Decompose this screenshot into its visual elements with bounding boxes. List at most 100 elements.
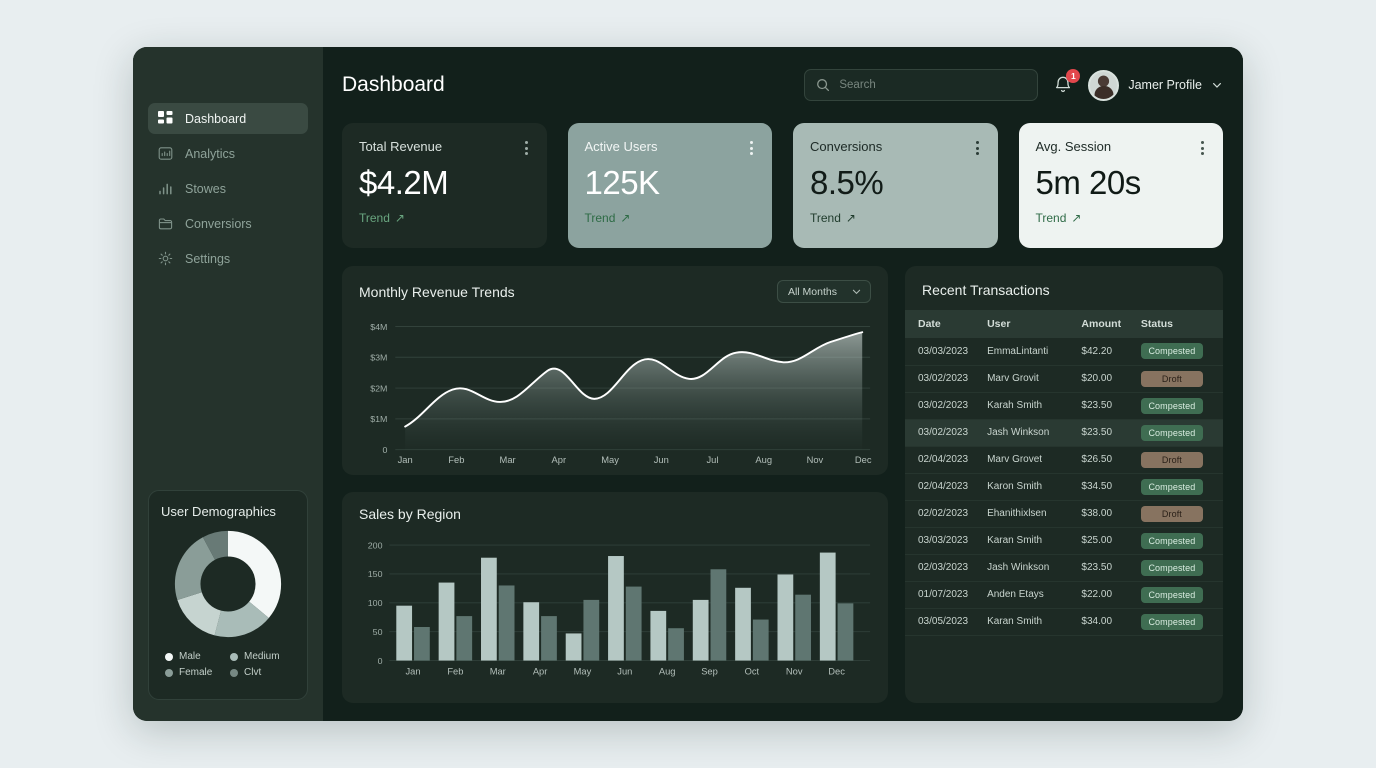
top-bar: Dashboard 1 Jamer Profile xyxy=(342,47,1223,123)
cell-amount: $34.00 xyxy=(1081,608,1141,636)
svg-text:Jun: Jun xyxy=(654,455,669,465)
grid-icon xyxy=(158,111,173,126)
revenue-area-chart: $4M $3M $2M $1M 0 xyxy=(370,322,872,465)
search-input[interactable] xyxy=(839,79,1027,91)
trend-up-icon: ↗ xyxy=(394,211,405,225)
status-badge: Compested xyxy=(1140,532,1203,549)
column-header-amount[interactable]: Amount xyxy=(1081,310,1141,338)
stat-card-total-revenue[interactable]: Total Revenue $4.2M Trend ↗ xyxy=(342,123,547,248)
table-row[interactable]: 03/02/2023 Marv Grovit $20.00 Droft xyxy=(905,365,1223,393)
folder-icon xyxy=(158,216,173,231)
more-options-icon[interactable] xyxy=(748,139,755,157)
stat-label: Total Revenue xyxy=(359,139,443,154)
more-options-icon[interactable] xyxy=(523,139,530,157)
stat-label: Avg. Session xyxy=(1035,139,1112,154)
svg-text:Aug: Aug xyxy=(659,667,676,677)
table-row[interactable]: 03/02/2023 Karah Smith $23.50 Compested xyxy=(905,392,1223,420)
table-row[interactable]: 03/03/2023 EmmaLintanti $42.20 Compested xyxy=(905,338,1223,366)
sidebar-item-label: Analytics xyxy=(185,146,236,161)
donut-chart xyxy=(161,525,295,643)
table-row[interactable]: 03/05/2023 Karan Smith $34.00 Compested xyxy=(905,608,1223,636)
cell-date: 02/04/2023 xyxy=(905,446,988,474)
cell-user: Karon Smith xyxy=(987,473,1082,501)
sidebar-item-conversiors[interactable]: Conversiors xyxy=(148,208,308,239)
cell-amount: $22.00 xyxy=(1081,581,1141,609)
revenue-area-fill xyxy=(405,332,863,450)
table-row[interactable]: 03/02/2023 Jash Winkson $23.50 Compested xyxy=(905,419,1223,447)
months-filter-select[interactable]: All Months xyxy=(776,280,871,303)
svg-text:$4M: $4M xyxy=(370,322,387,332)
stat-trend: Trend ↗ xyxy=(585,211,756,225)
stat-value: 125K xyxy=(584,164,661,201)
notification-badge: 1 xyxy=(1066,69,1081,83)
table-row[interactable]: 03/03/2023 Karan Smith $25.00 Compested xyxy=(905,527,1223,555)
cell-date: 03/03/2023 xyxy=(905,527,988,555)
cell-date: 02/03/2023 xyxy=(905,554,988,582)
sidebar-item-label: Settings xyxy=(185,251,231,266)
column-header-date[interactable]: Date xyxy=(905,310,988,338)
legend-swatch-male xyxy=(165,652,173,661)
status-badge: Compested xyxy=(1140,424,1203,441)
svg-text:$1M: $1M xyxy=(370,414,387,424)
profile-menu[interactable]: Jamer Profile xyxy=(1088,69,1223,101)
main-content: Dashboard 1 Jamer Profile xyxy=(323,47,1243,721)
cell-status: Droft xyxy=(1140,500,1223,528)
cell-status: Compested xyxy=(1140,392,1223,420)
stat-card-active-users[interactable]: Active Users 125K Trend ↗ xyxy=(567,123,772,248)
svg-text:Oct: Oct xyxy=(745,667,760,677)
table-row[interactable]: 01/07/2023 Anden Etays $22.00 Compested xyxy=(905,581,1223,609)
svg-text:$2M: $2M xyxy=(370,384,387,394)
notifications-button[interactable]: 1 xyxy=(1052,69,1081,96)
svg-text:100: 100 xyxy=(368,598,383,608)
demographics-title: User Demographics xyxy=(161,504,276,519)
stat-card-avg-session[interactable]: Avg. Session 5m 20s Trend ↗ xyxy=(1018,123,1223,248)
stat-label: Conversions xyxy=(810,139,883,154)
donut-chart-svg xyxy=(174,530,282,638)
cell-user: Marv Grovit xyxy=(987,365,1082,393)
sidebar-item-dashboard[interactable]: Dashboard xyxy=(148,103,308,134)
cell-user: Jash Winkson xyxy=(987,419,1082,447)
cell-user: EmmaLintanti xyxy=(987,338,1082,366)
sidebar: Dashboard Analytics Stowes Conversiors xyxy=(133,47,323,721)
sidebar-item-label: Stowes xyxy=(185,181,226,196)
cell-status: Compested xyxy=(1140,473,1223,501)
legend-item: Clvt xyxy=(230,667,291,678)
search-box[interactable] xyxy=(804,69,1039,101)
sales-bar-chart: 200 150 100 50 0 xyxy=(368,541,871,677)
charts-column: Monthly Revenue Trends All Months xyxy=(342,266,888,703)
stat-trend: Trend ↗ xyxy=(810,211,981,225)
sidebar-item-analytics[interactable]: Analytics xyxy=(148,138,308,169)
stat-cards-row: Total Revenue $4.2M Trend ↗ Active Users… xyxy=(342,123,1223,248)
months-filter-value: All Months xyxy=(787,285,837,298)
stat-value: $4.2M xyxy=(359,164,449,201)
sidebar-item-settings[interactable]: Settings xyxy=(148,243,308,274)
svg-text:Nov: Nov xyxy=(786,667,803,677)
stat-card-conversions[interactable]: Conversions 8.5% Trend ↗ xyxy=(793,123,998,248)
table-row[interactable]: 02/04/2023 Marv Grovet $26.50 Droft xyxy=(905,446,1223,474)
table-row[interactable]: 02/02/2023 Ehanithixlsen $38.00 Droft xyxy=(905,500,1223,528)
more-options-icon[interactable] xyxy=(1199,139,1206,157)
revenue-trends-panel: Monthly Revenue Trends All Months xyxy=(342,266,888,475)
sidebar-item-stowes[interactable]: Stowes xyxy=(148,173,308,204)
status-badge: Compested xyxy=(1140,397,1203,414)
trend-label: Trend xyxy=(810,211,841,225)
svg-text:Dec: Dec xyxy=(828,667,845,677)
legend-swatch-clvt xyxy=(230,668,238,677)
chart-box-icon xyxy=(158,146,173,161)
svg-text:Sep: Sep xyxy=(701,667,718,677)
svg-text:Nov: Nov xyxy=(807,455,824,465)
cell-status: Compested xyxy=(1140,554,1223,582)
svg-text:Mar: Mar xyxy=(500,455,516,465)
dashboard-window: Dashboard Analytics Stowes Conversiors xyxy=(133,47,1243,721)
table-row[interactable]: 02/03/2023 Jash Winkson $23.50 Compested xyxy=(905,554,1223,582)
bar-series-b xyxy=(414,569,854,661)
panel-title: Sales by Region xyxy=(359,506,461,522)
table-row[interactable]: 02/04/2023 Karon Smith $34.50 Compested xyxy=(905,473,1223,501)
status-badge: Compested xyxy=(1140,559,1203,576)
column-header-user[interactable]: User xyxy=(987,310,1082,338)
trend-label: Trend xyxy=(584,211,616,225)
column-header-status[interactable]: Status xyxy=(1140,310,1223,338)
more-options-icon[interactable] xyxy=(974,139,981,157)
status-badge: Droft xyxy=(1140,370,1203,387)
cell-amount: $23.50 xyxy=(1081,419,1141,447)
